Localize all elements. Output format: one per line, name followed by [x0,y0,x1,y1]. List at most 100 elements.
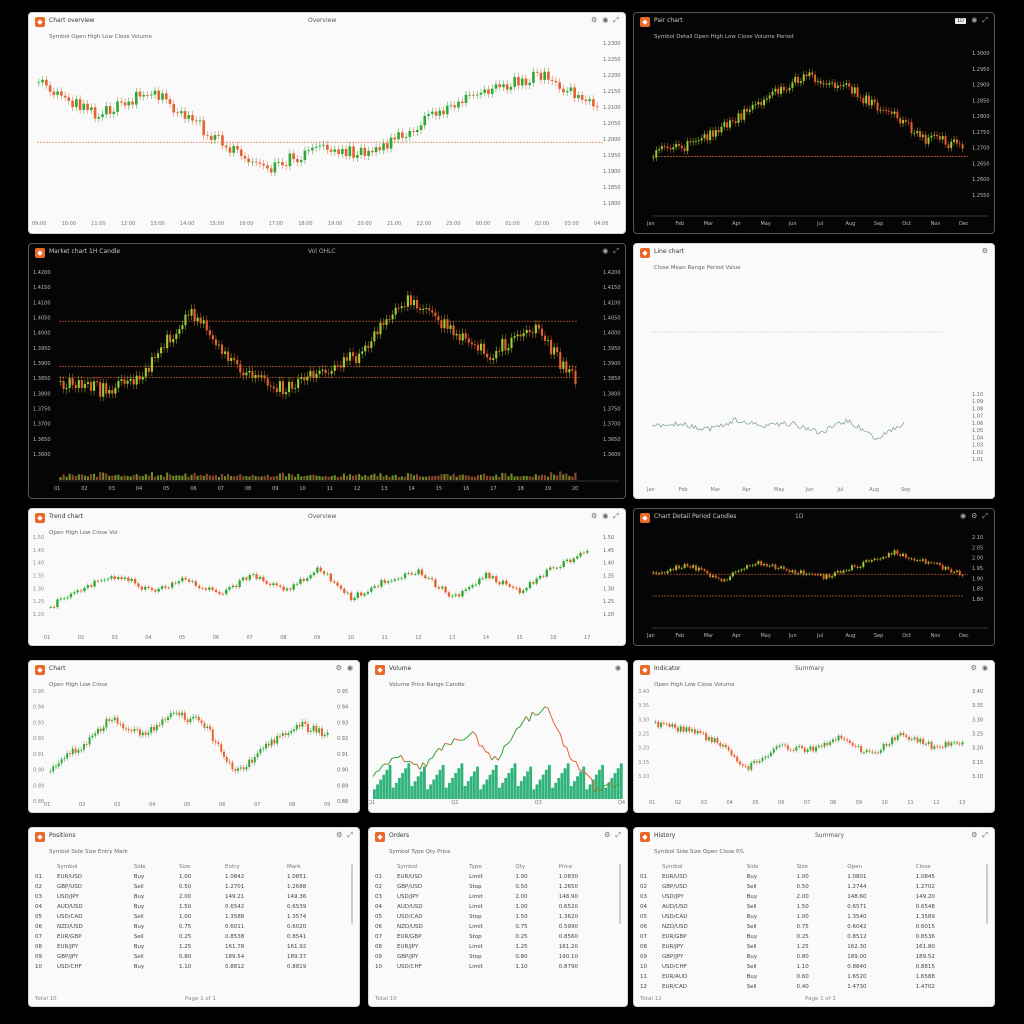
candle-body[interactable] [119,723,122,725]
candle-body[interactable] [105,106,108,115]
chart-canvas[interactable]: 1.30001.29501.29001.28501.28001.27501.27… [634,13,995,234]
candle-body[interactable] [919,738,922,743]
candle-body[interactable] [829,741,832,746]
candle-body[interactable] [208,587,211,590]
candle-body[interactable] [870,560,873,562]
candle-body[interactable] [45,79,48,86]
table-row[interactable]: EUR/JPY Limit 1.25 161.20 [393,942,613,952]
candle-body[interactable] [569,87,573,92]
candle-body[interactable] [726,579,729,581]
candle-body[interactable] [302,578,305,581]
fullscreen-icon[interactable]: ⤢ [615,831,621,839]
candle-body[interactable] [322,571,326,575]
candle-body[interactable] [370,587,373,592]
candle-body[interactable] [543,335,547,341]
candle-body[interactable] [741,764,744,766]
candle-body[interactable] [307,723,309,732]
candle-body[interactable] [247,158,250,163]
candle-body[interactable] [474,584,478,586]
candle-body[interactable] [217,135,221,136]
candle-body[interactable] [400,306,403,309]
candle-body[interactable] [63,758,66,760]
candle-body[interactable] [588,99,591,102]
candle-body[interactable] [478,578,481,585]
candle-body[interactable] [680,145,683,149]
candle-body[interactable] [351,352,355,357]
candle-body[interactable] [117,380,120,388]
candle-body[interactable] [378,147,382,151]
candle-body[interactable] [403,306,406,308]
column-header[interactable]: Side [746,864,759,870]
candle-body[interactable] [794,570,797,574]
candle-body[interactable] [489,357,492,360]
candle-body[interactable] [333,365,336,371]
candle-body[interactable] [266,378,269,386]
candle-body[interactable] [899,118,902,124]
candle-body[interactable] [150,357,154,372]
candle-body[interactable] [558,82,561,89]
candle-body[interactable] [93,107,97,119]
candle-body[interactable] [275,388,278,392]
candle-body[interactable] [797,573,800,575]
table-row[interactable]: GBP/JPY Stop 0.80 190.10 [393,952,613,962]
candle-body[interactable] [235,585,238,588]
candle-body[interactable] [225,589,228,594]
candle-body[interactable] [201,587,204,589]
candle-body[interactable] [675,143,678,148]
candle-body[interactable] [902,553,905,557]
candle-body[interactable] [291,381,294,389]
candle-body[interactable] [799,570,802,574]
candle-body[interactable] [131,101,134,105]
candle-body[interactable] [290,731,293,734]
candle-body[interactable] [586,550,589,553]
candle-body[interactable] [123,577,127,580]
candle-body[interactable] [746,565,749,569]
candle-body[interactable] [236,359,239,365]
camera-icon[interactable]: ◉ [614,664,621,672]
candle-body[interactable] [191,114,194,121]
candle-body[interactable] [146,94,149,96]
candle-body[interactable] [930,135,933,138]
candle-body[interactable] [373,331,376,342]
candle-body[interactable] [400,578,403,580]
fullscreen-icon[interactable]: ⤢ [982,512,988,520]
camera-icon[interactable]: ◉ [602,16,609,24]
candle-body[interactable] [958,143,961,145]
column-header[interactable]: Open [847,864,862,870]
candle-body[interactable] [254,161,258,163]
candle-body[interactable] [127,101,131,106]
camera-icon[interactable]: ◉ [971,16,978,24]
candle-body[interactable] [179,111,183,114]
candle-body[interactable] [197,716,200,721]
candle-body[interactable] [194,581,197,586]
candle-body[interactable] [282,586,285,591]
candle-body[interactable] [97,116,101,119]
candle-body[interactable] [683,148,686,152]
candle-body[interactable] [498,582,501,585]
candle-body[interactable] [190,309,193,316]
candle-body[interactable] [59,598,62,600]
candle-body[interactable] [822,574,825,579]
table-panel-history[interactable]: ◆ History Summary ⚙ ⤢ Symbol Side Size Open C… [633,827,995,1007]
candle-body[interactable] [515,587,518,589]
candle-body[interactable] [868,750,871,752]
candle-body[interactable] [774,564,777,569]
candle-body[interactable] [734,571,737,573]
candle-body[interactable] [780,86,783,94]
candle-body[interactable] [134,91,138,105]
candle-body[interactable] [802,74,805,82]
table-row[interactable]: USD/JPY Buy 2.00 148.60 149.20 [658,892,980,902]
candle-body[interactable] [199,317,202,324]
candle-body[interactable] [535,71,539,73]
candle-body[interactable] [825,574,828,579]
candle-body[interactable] [893,550,896,555]
candle-body[interactable] [944,566,947,570]
candle-body[interactable] [295,724,298,730]
candle-body[interactable] [196,317,199,322]
candle-body[interactable] [406,295,409,307]
candle-body[interactable] [902,733,905,736]
candle-body[interactable] [99,728,102,732]
table-row[interactable]: EUR/USD Buy 1.00 1.0801 1.0845 [658,872,980,882]
candle-body[interactable] [924,743,927,745]
candle-body[interactable] [279,585,282,587]
